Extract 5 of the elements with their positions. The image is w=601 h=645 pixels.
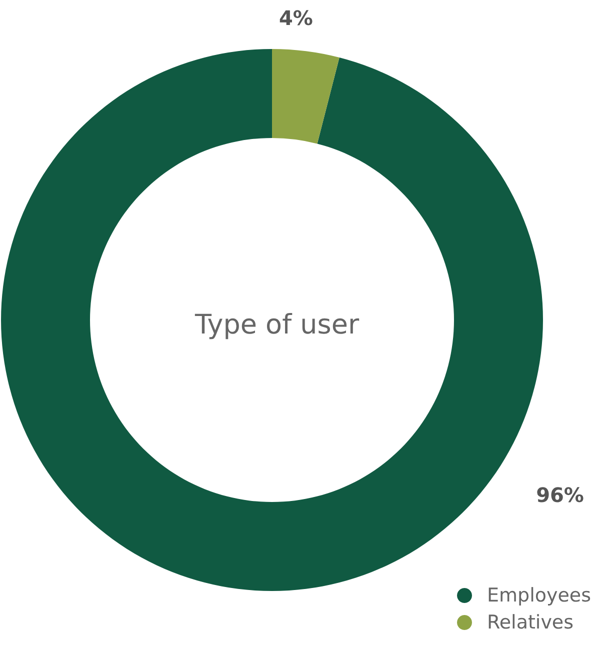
text: Type of user (194, 310, 360, 340)
data-label: 96% (536, 483, 584, 507)
legend-label: Relatives (487, 612, 574, 634)
legend-label: Employees (487, 584, 591, 606)
data-label: 4% (279, 6, 313, 30)
